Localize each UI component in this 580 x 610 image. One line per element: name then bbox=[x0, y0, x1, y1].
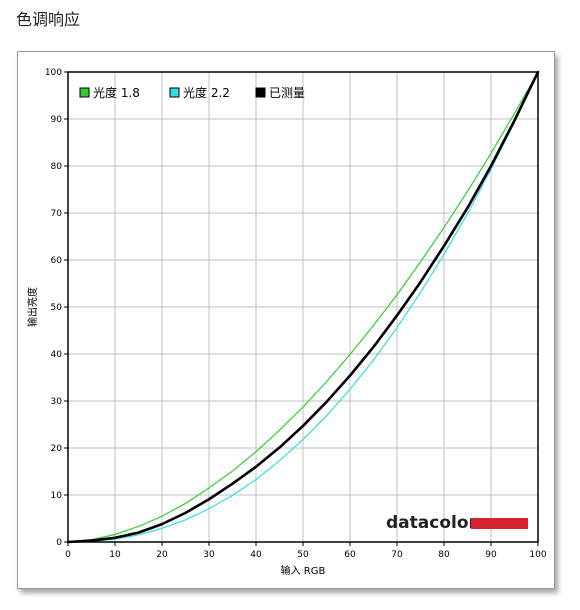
series-line-2 bbox=[67, 71, 539, 543]
legend-swatch bbox=[169, 87, 180, 98]
legend-label: 光度 2.2 bbox=[183, 85, 230, 100]
legend: 光度 1.8 光度 2.2 已测量 bbox=[79, 85, 305, 100]
y-tick-label: 80 bbox=[51, 162, 63, 172]
x-tick-label: 60 bbox=[344, 550, 356, 560]
x-tick-label: 40 bbox=[250, 550, 262, 560]
x-tick-label: 30 bbox=[203, 550, 215, 560]
series-line-1 bbox=[67, 71, 539, 543]
y-tick-label: 30 bbox=[51, 397, 63, 407]
axis-ticks: 0 10 20 30 40 50 60 70 80 90 100 0 10 20 30 40 50 60 70 80 9… bbox=[45, 68, 547, 560]
y-tick-label: 70 bbox=[51, 209, 63, 219]
grid bbox=[68, 72, 538, 542]
y-axis-label: 输出亮度 bbox=[26, 287, 39, 327]
y-tick-label: 40 bbox=[51, 350, 63, 360]
logo-accent-bar bbox=[471, 518, 528, 529]
legend-label: 光度 1.8 bbox=[93, 85, 140, 100]
page-title: 色调响应 bbox=[16, 10, 81, 29]
legend-swatch bbox=[255, 87, 266, 98]
x-tick-label: 0 bbox=[65, 550, 71, 560]
x-tick-label: 70 bbox=[391, 550, 403, 560]
x-tick-label: 90 bbox=[485, 550, 497, 560]
y-tick-label: 60 bbox=[51, 256, 63, 266]
y-tick-label: 0 bbox=[56, 538, 62, 548]
tone-response-chart: 0 10 20 30 40 50 60 70 80 90 100 0 10 20 30 40 50 60 70 80 9… bbox=[17, 51, 555, 589]
y-tick-label: 10 bbox=[51, 491, 63, 501]
series-lines bbox=[66, 70, 540, 544]
x-tick-label: 50 bbox=[297, 550, 309, 560]
legend-label: 已测量 bbox=[269, 86, 305, 100]
x-tick-label: 100 bbox=[529, 550, 546, 560]
legend-swatch bbox=[79, 87, 90, 98]
x-axis-label: 输入 RGB bbox=[281, 564, 326, 577]
logo-text: datacolor bbox=[386, 513, 478, 533]
y-tick-label: 100 bbox=[45, 68, 62, 78]
series-line-3 bbox=[66, 70, 540, 544]
x-tick-label: 80 bbox=[438, 550, 450, 560]
chart-canvas: 0 10 20 30 40 50 60 70 80 90 100 0 10 20 30 40 50 60 70 80 9… bbox=[26, 68, 547, 577]
y-tick-label: 90 bbox=[51, 115, 63, 125]
y-tick-label: 20 bbox=[51, 444, 63, 454]
x-tick-label: 10 bbox=[109, 550, 121, 560]
x-tick-label: 20 bbox=[156, 550, 168, 560]
y-tick-label: 50 bbox=[51, 303, 63, 313]
datacolor-logo: datacolor bbox=[386, 513, 528, 533]
